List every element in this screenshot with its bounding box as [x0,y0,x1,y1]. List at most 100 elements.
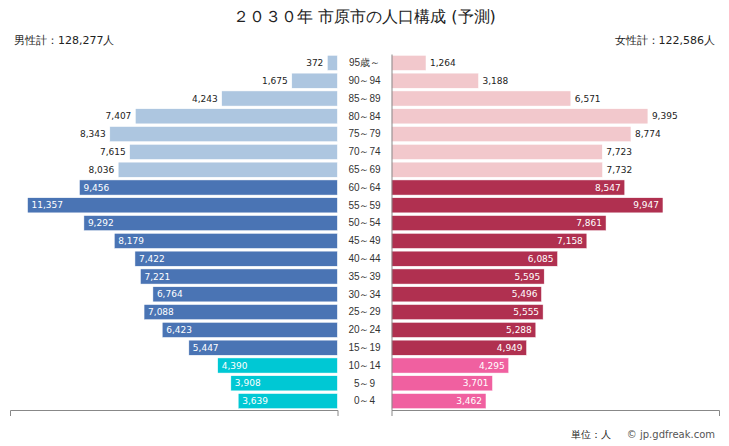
tick: 15～19 [348,342,391,353]
tick: 10～14 [348,360,391,371]
bar [392,180,625,195]
bar [135,251,338,266]
tick: 85～89 [348,93,391,104]
tick-label: 85～89 [348,93,381,104]
tick: 60～64 [348,182,391,193]
tick: 40～44 [348,253,391,264]
bar [327,55,337,70]
data-label: 7,861 [576,218,602,228]
bars [392,55,663,408]
data-label: 7,723 [606,147,632,157]
x-axis [11,411,339,417]
data-label: 9,947 [633,200,659,210]
tick-label: 35～39 [348,271,381,282]
panel: 3721,6754,2437,4078,3437,6158,0369,45611… [11,55,339,416]
bar [392,127,631,142]
data-label: 7,221 [144,272,170,282]
data-label: 4,295 [479,361,505,371]
bar [392,305,544,320]
bar [392,358,509,373]
bar [292,73,338,88]
axis-line [392,411,720,417]
data-label: 9,395 [652,111,678,121]
bar [218,358,338,373]
tick-label: 15～19 [348,342,381,353]
data-labels: 3721,6754,2437,4078,3437,6158,0369,45611… [32,58,324,406]
data-label: 3,462 [456,396,482,406]
tick-label: 55～59 [348,200,381,211]
tick: 95歳～ [349,57,392,68]
data-labels: 1,2643,1886,5719,3958,7747,7237,7328,547… [430,58,678,406]
title: ２０３０年 市原市の人口構成 (予測) [233,7,496,26]
bar [392,162,603,177]
bar [162,322,337,337]
data-label: 8,343 [80,129,106,139]
data-label: 3,188 [483,76,509,86]
bar [231,376,338,391]
bar [392,233,587,248]
bar [140,269,337,284]
data-label: 7,088 [148,307,174,317]
tick-label: 40～44 [348,253,381,264]
bar [189,340,338,355]
tick-label: 5～9 [354,378,376,389]
data-label: 4,243 [192,94,218,104]
annotation: © jp.gdfreak.com [627,429,715,440]
bar [238,394,337,409]
data-label: 6,423 [166,325,192,335]
tick: 50～54 [348,217,391,228]
tick-label: 65～69 [348,164,381,175]
data-label: 4,949 [497,343,523,353]
tick: 90～94 [348,75,391,86]
data-label: 5,595 [514,272,540,282]
bar [84,216,338,231]
data-label: 8,547 [595,183,621,193]
tick-label: 80～84 [348,111,381,122]
data-label: 6,764 [157,289,183,299]
data-label: 8,036 [88,165,114,175]
bar [392,322,536,337]
panel: 1,2643,1886,5719,3958,7747,7237,7328,547… [392,55,720,416]
bar [222,91,338,106]
bar [392,73,479,88]
bar [392,216,607,231]
tick-label: 25～29 [348,306,381,317]
data-label: 7,422 [139,254,165,264]
tick: 30～34 [348,289,391,300]
data-label: 7,615 [100,147,126,157]
data-label: 372 [306,58,323,68]
bar [79,180,337,195]
tick: 75～79 [348,128,391,139]
data-label: 5,288 [506,325,532,335]
tick-label: 20～24 [348,324,381,335]
bar [392,109,648,124]
bar [392,287,542,302]
tick-label: 10～14 [348,360,381,371]
data-label: 6,085 [528,254,554,264]
bar [110,127,338,142]
tick: 70～74 [348,146,391,157]
bar [135,109,337,124]
tick-label: 0～4 [354,395,376,406]
bar [392,269,545,284]
bar [392,198,663,213]
tick-label: 50～54 [348,217,381,228]
tick-label: 90～94 [348,75,381,86]
tick: 0～4 [354,395,392,406]
annotation: 単位：人 [571,429,611,440]
bar [28,198,338,213]
tick: 5～9 [354,378,392,389]
data-label: 4,390 [222,361,248,371]
data-label: 9,456 [83,183,109,193]
bar [118,162,337,177]
tick: 25～29 [348,306,391,317]
data-label: 5,447 [193,343,219,353]
data-label: 3,908 [235,378,261,388]
tick: 65～69 [348,164,391,175]
annotation: 女性計：122,586人 [615,34,716,47]
data-label: 7,732 [607,165,633,175]
chart: ２０３０年 市原市の人口構成 (予測)男性計：128,277人女性計：122,5… [0,0,729,446]
bar [153,287,338,302]
tick-label: 60～64 [348,182,381,193]
y-axis: 95歳～ 90～94 85～89 80～84 75～79 70～74 65～69 60～64 5… [348,55,392,411]
